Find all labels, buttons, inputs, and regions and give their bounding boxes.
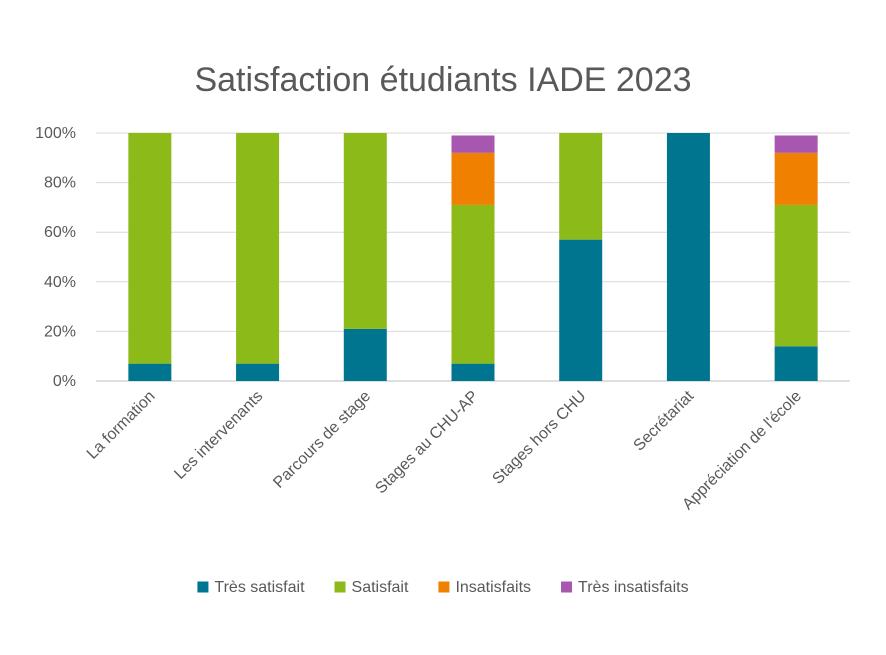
legend-item: Satisfait — [334, 579, 409, 596]
bar-segment — [559, 239, 603, 381]
bar-segment — [451, 152, 495, 205]
bar-segment — [236, 363, 280, 381]
bar-segment — [128, 133, 172, 364]
bar-segment — [774, 152, 818, 205]
legend-swatch — [197, 581, 209, 593]
legend-label: Très insatisfaits — [578, 579, 689, 596]
legend-swatch — [334, 581, 346, 593]
y-axis: 0% 20% 40% 60% 80% 100% — [35, 125, 76, 390]
x-category-label: Appréciation de l'école — [679, 388, 805, 514]
y-tick-label: 40% — [44, 274, 76, 291]
x-category-label: Parcours de stage — [270, 388, 374, 492]
y-tick-label: 0% — [53, 373, 76, 390]
legend-swatch — [438, 581, 450, 593]
bar-segment — [774, 346, 818, 381]
chart-title: Satisfaction étudiants IADE 2023 — [194, 61, 691, 99]
legend-label: Satisfait — [352, 579, 409, 596]
x-category-label: Stages hors CHU — [489, 388, 589, 488]
legend-label: Très satisfait — [214, 579, 305, 596]
y-tick-label: 100% — [35, 125, 76, 142]
bar-segment — [451, 363, 495, 381]
bar-segment — [774, 204, 818, 347]
legend-item: Insatisfaits — [438, 579, 531, 596]
bar-segment — [774, 135, 818, 153]
bars — [128, 133, 818, 381]
y-tick-label: 80% — [44, 175, 76, 192]
x-category-label: Les intervenants — [171, 388, 266, 483]
legend-item: Très insatisfaits — [561, 579, 689, 596]
bar-segment — [451, 204, 495, 364]
bar-segment — [666, 133, 710, 381]
bar-segment — [343, 133, 387, 329]
bar-segment — [451, 135, 495, 153]
x-category-label: Stages au CHU-AP — [372, 388, 481, 497]
bar-segment — [559, 133, 603, 240]
bar-segment — [236, 133, 280, 364]
legend-swatch — [561, 581, 573, 593]
x-category-label: La formation — [84, 388, 159, 463]
bar-segment — [128, 363, 172, 381]
legend-item: Très satisfait — [197, 579, 305, 596]
x-category-label: Secrétariat — [631, 387, 698, 454]
legend: Très satisfait Satisfait Insatisfaits Très … — [197, 579, 689, 596]
x-axis: La formation Les intervenants Parcours de … — [84, 387, 805, 513]
bar-segment — [343, 328, 387, 381]
legend-label: Insatisfaits — [455, 579, 531, 596]
y-tick-label: 20% — [44, 323, 76, 340]
y-tick-label: 60% — [44, 224, 76, 241]
